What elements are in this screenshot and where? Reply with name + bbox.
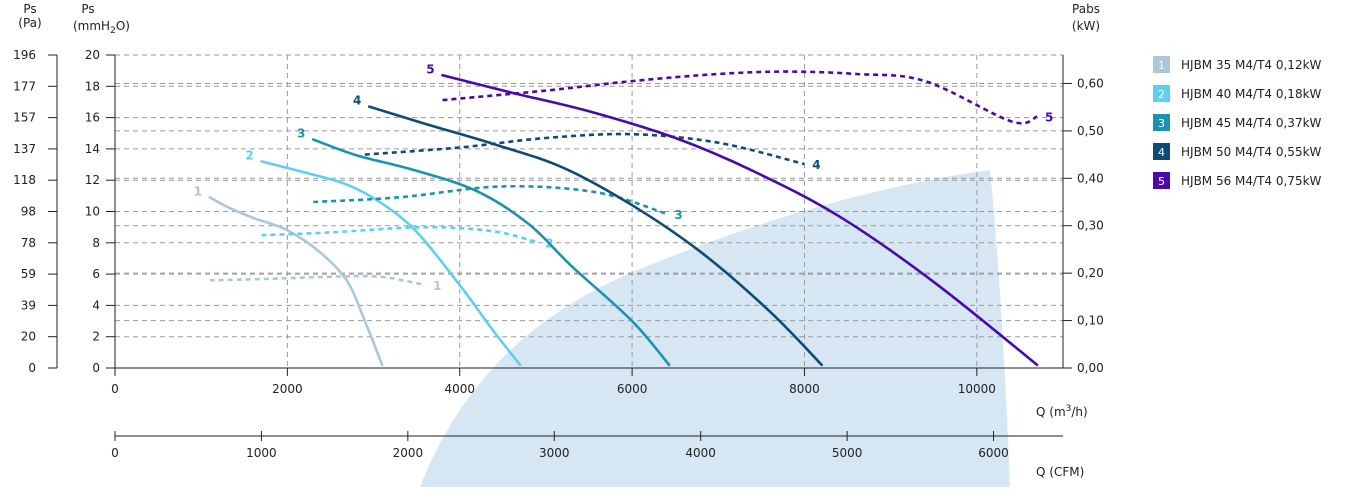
ps-mm-tick-label: 10	[85, 205, 100, 219]
pressure-curve-label-2: 2	[245, 148, 253, 162]
ps-mm-axis-unit: (mmH2O)	[73, 19, 130, 36]
legend-swatch-number-3: 3	[1158, 117, 1165, 130]
legend-label-5: HJBM 56 M4/T4 0,75kW	[1181, 174, 1322, 188]
legend-label-4: HJBM 50 M4/T4 0,55kW	[1181, 145, 1322, 159]
legend-label-2: HJBM 40 M4/T4 0,18kW	[1181, 87, 1322, 101]
q-m3h-axis-title: Q (m3/h)	[1036, 404, 1088, 419]
q-cfm-axis-title: Q (CFM)	[1036, 465, 1084, 479]
pressure-curve-label-5: 5	[426, 62, 434, 76]
pabs-tick-label: 0,10	[1077, 314, 1104, 328]
legend-label-1: HJBM 35 M4/T4 0,12kW	[1181, 58, 1322, 72]
power-curve-1	[209, 274, 426, 287]
pabs-tick-label: 0,00	[1077, 361, 1104, 375]
pabs-tick-label: 0,50	[1077, 124, 1104, 138]
pressure-curve-2	[260, 160, 522, 367]
ps-mm-tick-label: 16	[85, 111, 100, 125]
ps-pa-tick-label: 98	[21, 205, 36, 219]
q-m3h-tick-label: 8000	[789, 382, 820, 396]
power-curve-label-1: 1	[433, 279, 441, 293]
q-cfm-tick-label: 4000	[685, 446, 716, 460]
q-m3h-tick-label: 4000	[444, 382, 475, 396]
ps-mm-unit-sub: 2	[110, 26, 116, 36]
ps-pa-tick-label: 196	[13, 48, 36, 62]
ps-mm-tick-label: 6	[92, 267, 100, 281]
ps-pa-tick-label: 177	[13, 79, 36, 93]
legend-swatch-number-5: 5	[1158, 175, 1165, 188]
pressure-curve-5	[441, 74, 1039, 367]
legend-swatch-number-2: 2	[1158, 88, 1165, 101]
power-curve-label-4: 4	[812, 158, 820, 172]
legend-swatch-5	[1153, 172, 1170, 189]
q-cfm-tick-label: 1000	[246, 446, 277, 460]
q-m3h-part1: Q (m	[1036, 405, 1066, 419]
ps-pa-tick-label: 118	[13, 173, 36, 187]
ps-pa-tick-label: 20	[21, 330, 36, 344]
pressure-curve-1	[208, 196, 384, 367]
power-curve-label-5: 5	[1045, 111, 1053, 125]
power-curve-4	[364, 132, 805, 166]
legend-swatch-number-1: 1	[1158, 59, 1165, 72]
q-m3h-sup: 3	[1066, 404, 1072, 414]
pabs-tick-label: 0,40	[1077, 171, 1104, 185]
ps-pa-axis-title: Ps	[23, 2, 36, 16]
q-m3h-tick-label: 6000	[617, 382, 648, 396]
ps-pa-tick-label: 59	[21, 267, 36, 281]
power-curve-label-3: 3	[674, 208, 682, 222]
q-cfm-tick-label: 3000	[539, 446, 570, 460]
ps-pa-tick-label: 78	[21, 236, 36, 250]
pabs-axis-title: Pabs	[1072, 2, 1100, 16]
legend-swatch-4	[1153, 143, 1170, 160]
ps-pa-tick-label: 157	[13, 111, 36, 125]
pressure-curve-4	[367, 105, 823, 367]
q-cfm-tick-label: 6000	[978, 446, 1009, 460]
power-curve-2	[261, 225, 538, 244]
q-m3h-tick-label: 10000	[958, 382, 996, 396]
ps-mm-unit-part2: O)	[116, 19, 130, 33]
q-cfm-tick-label: 0	[111, 446, 119, 460]
ps-pa-tick-label: 0	[28, 361, 36, 375]
legend-swatch-3	[1153, 114, 1170, 131]
ps-pa-tick-label: 39	[21, 298, 36, 312]
legend-swatch-2	[1153, 85, 1170, 102]
pabs-tick-label: 0,20	[1077, 266, 1104, 280]
ps-mm-unit-part1: (mmH	[73, 19, 110, 33]
ps-mm-tick-label: 2	[92, 330, 100, 344]
q-cfm-tick-label: 2000	[393, 446, 424, 460]
pressure-curve-label-4: 4	[353, 94, 361, 108]
ps-mm-tick-label: 4	[92, 298, 100, 312]
pabs-tick-label: 0,30	[1077, 219, 1104, 233]
ps-mm-axis-title: Ps	[81, 2, 94, 16]
watermark-shape	[420, 170, 1010, 487]
ps-mm-tick-label: 0	[92, 361, 100, 375]
pressure-curve-3	[311, 138, 671, 367]
q-m3h-tick-label: 0	[111, 382, 119, 396]
pressure-curve-label-3: 3	[297, 127, 305, 141]
legend-label-3: HJBM 45 M4/T4 0,37kW	[1181, 116, 1322, 130]
pabs-tick-label: 0,60	[1077, 76, 1104, 90]
q-m3h-tick-label: 2000	[272, 382, 303, 396]
ps-pa-axis-unit: (Pa)	[18, 16, 41, 30]
power-curve-5	[442, 70, 1038, 125]
legend-swatch-1	[1153, 56, 1170, 73]
legend-swatch-number-4: 4	[1158, 146, 1165, 159]
pabs-axis-unit: (kW)	[1072, 19, 1100, 33]
ps-mm-tick-label: 20	[85, 48, 100, 62]
ps-mm-tick-label: 12	[85, 173, 100, 187]
pressure-curve-label-1: 1	[194, 184, 202, 198]
ps-mm-tick-label: 18	[85, 79, 100, 93]
q-cfm-tick-label: 5000	[832, 446, 863, 460]
ps-mm-tick-label: 14	[85, 142, 100, 156]
ps-pa-tick-label: 137	[13, 142, 36, 156]
q-m3h-part2: /h)	[1071, 405, 1087, 419]
ps-mm-tick-label: 8	[92, 236, 100, 250]
power-curve-3	[313, 184, 667, 216]
